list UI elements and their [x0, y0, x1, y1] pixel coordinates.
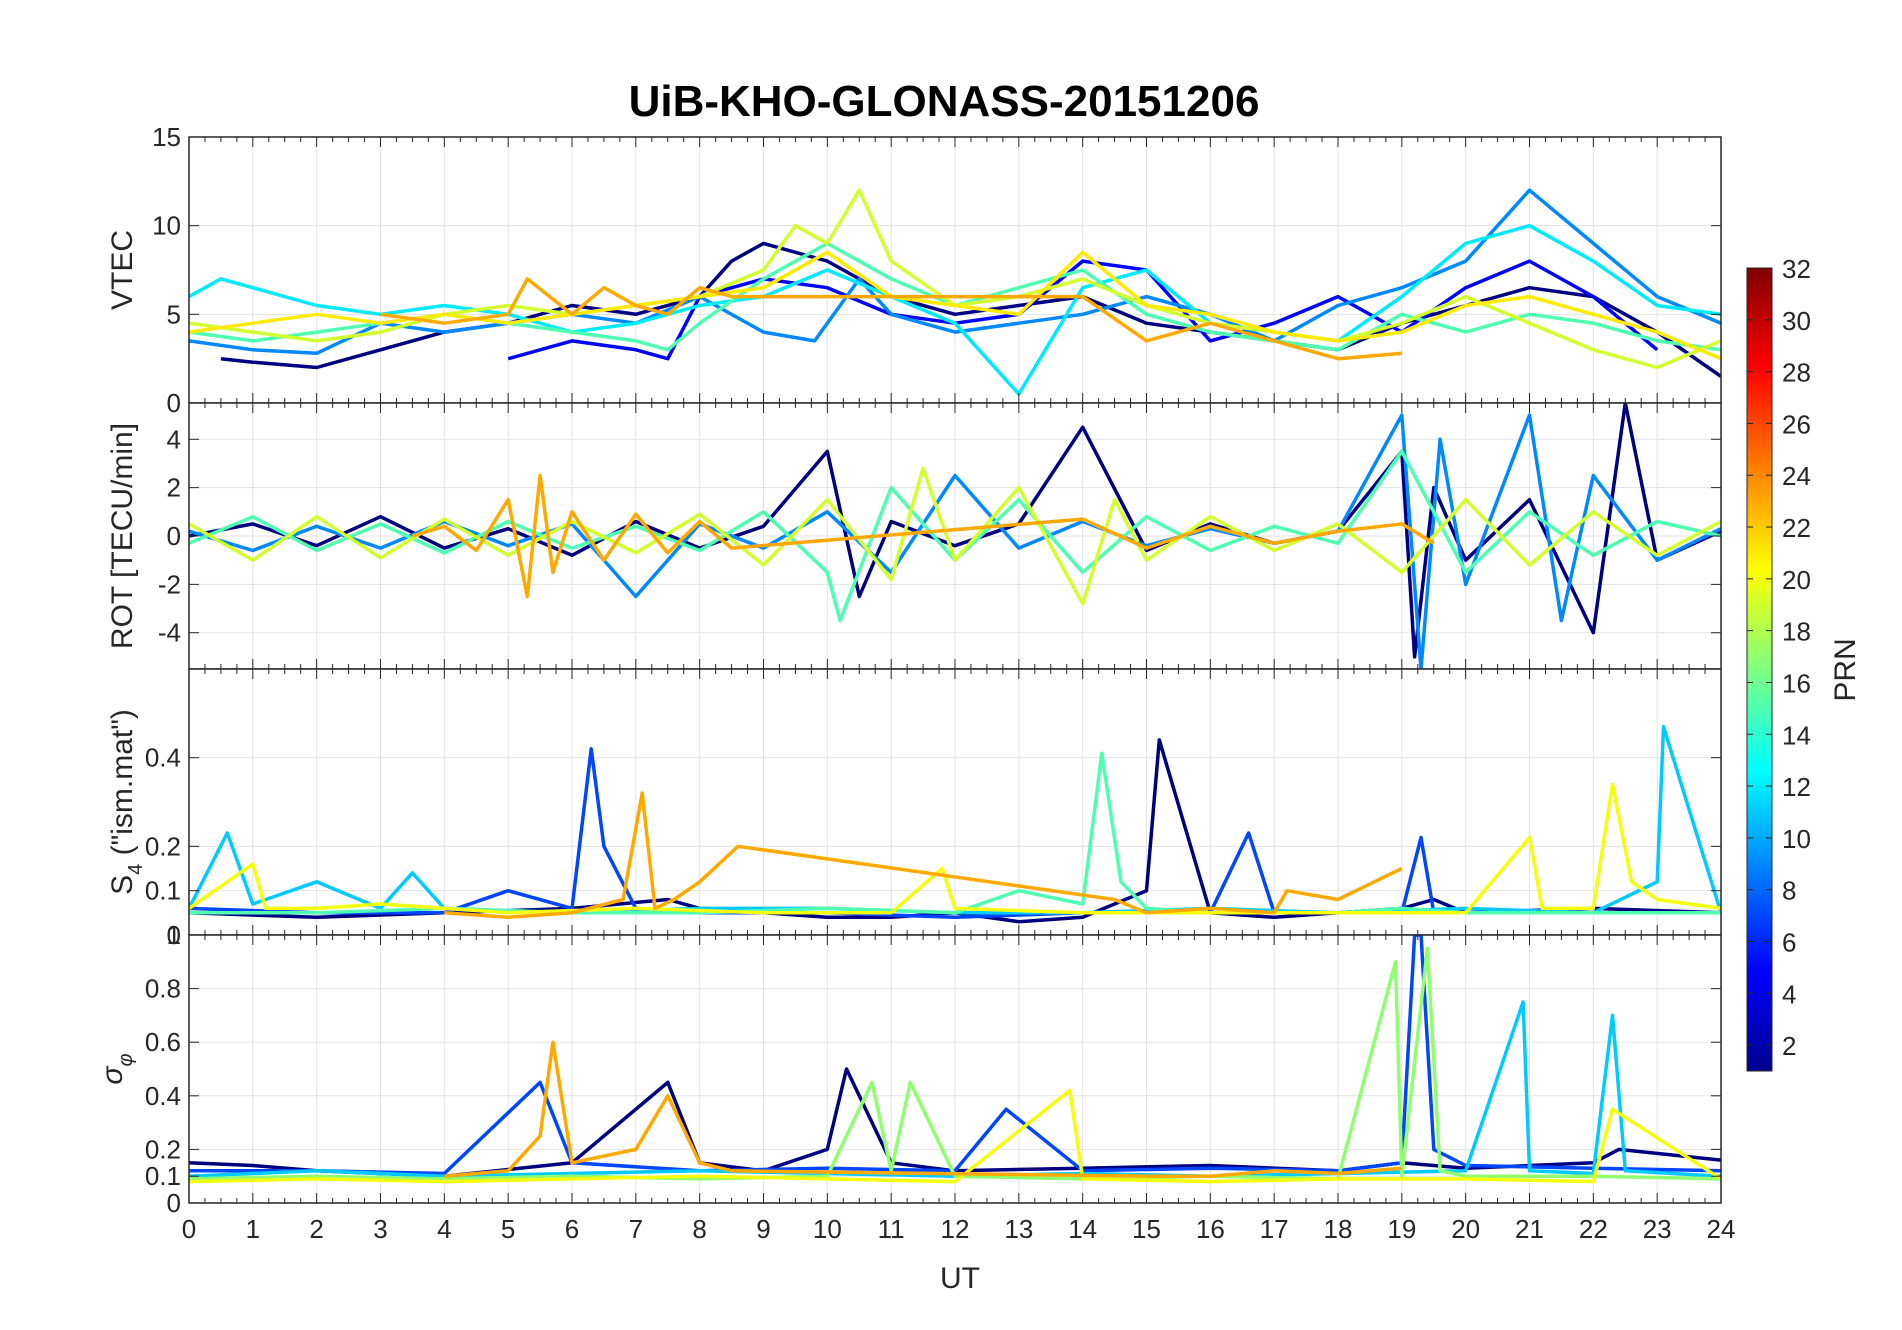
y-tick-label: 0	[167, 920, 181, 950]
colorbar-tick-label: 30	[1782, 306, 1811, 336]
series-line-prn-20	[189, 782, 1721, 915]
y-tick-label: 0.2	[145, 1134, 181, 1164]
y-tick-label: 0.2	[145, 831, 181, 861]
y-tick-label: 10	[152, 211, 181, 241]
panel-s4: 0 0.1 0.2 0.4S4 ("ism.mat")	[106, 668, 1722, 950]
y-axis-label: σφ	[96, 1053, 137, 1084]
y-tick-label: 4	[167, 424, 181, 454]
series-line-prn-12	[189, 223, 1721, 396]
chart-title: UiB-KHO-GLONASS-20151206	[629, 77, 1260, 126]
x-axis-label: UT	[940, 1262, 980, 1295]
x-tick-label: 10	[813, 1214, 842, 1244]
colorbar-gradient	[1746, 267, 1773, 1072]
panel-rot: -4 -2 0 2 4 ROT [TECU/min]	[106, 402, 1722, 670]
y-tick-label: -2	[158, 569, 181, 599]
y-tick-label: -4	[158, 618, 181, 648]
axes-box	[188, 934, 1722, 1204]
colorbar-tick-label: 6	[1782, 927, 1796, 957]
x-tick-label: 19	[1387, 1214, 1416, 1244]
colorbar-tick-label: 4	[1782, 979, 1796, 1009]
x-tick-label: 7	[629, 1214, 643, 1244]
series-line-prn-23	[444, 791, 1403, 920]
series-line-prn-19	[189, 466, 1721, 606]
colorbar-tick-label: 16	[1782, 668, 1811, 698]
x-tick-label: 12	[941, 1214, 970, 1244]
y-tick-label: 0.1	[145, 876, 181, 906]
x-tick-label: 24	[1707, 1214, 1736, 1244]
x-tick-label: 16	[1196, 1214, 1225, 1244]
panel-vtec: 0 5 10 15 VTEC	[106, 122, 1722, 418]
y-tick-label: 0.4	[145, 1081, 181, 1111]
x-tick-label: 5	[501, 1214, 515, 1244]
y-tick-label: 0	[167, 388, 181, 418]
x-tick-label: 13	[1004, 1214, 1033, 1244]
series-line-prn-20	[189, 1088, 1721, 1184]
x-tick-label: 1	[246, 1214, 260, 1244]
x-tick-labels: 0 1 2 3 4 5 6 7 8 9 10 11 12 13 14 15 16 17 18 19 20 21 22 23 24	[182, 1214, 1736, 1244]
y-tick-label: 0.6	[145, 1027, 181, 1057]
x-tick-label: 11	[878, 1214, 905, 1244]
colorbar-tick-label: 22	[1782, 513, 1811, 543]
colorbar-tick-label: 24	[1782, 461, 1811, 491]
series-line-prn-1	[189, 738, 1721, 924]
series-group	[189, 188, 1721, 396]
colorbar-tick-label: 18	[1782, 617, 1811, 647]
colorbar-label: PRN	[1829, 638, 1862, 701]
colorbar-tick-label: 28	[1782, 358, 1811, 388]
x-tick-label: 15	[1132, 1214, 1161, 1244]
x-tick-label: 6	[565, 1214, 579, 1244]
y-tick-label: 15	[152, 122, 181, 152]
colorbar-tick-label: 14	[1782, 720, 1811, 750]
series-line-prn-19	[189, 188, 1721, 370]
y-axis-label: S4 ("ism.mat")	[106, 709, 147, 895]
colorbar-tick-label: 20	[1782, 565, 1811, 595]
colorbar-tick-label: 12	[1782, 772, 1811, 802]
series-line-prn-9	[189, 188, 1721, 356]
x-tick-label: 3	[373, 1214, 387, 1244]
series-line-prn-23	[411, 473, 1435, 599]
y-tick-label: 0	[167, 521, 181, 551]
y-tick-label: 2	[167, 473, 181, 503]
y-tick-label: 0	[167, 1188, 181, 1218]
x-tick-label: 2	[309, 1214, 323, 1244]
x-tick-label: 9	[756, 1214, 770, 1244]
x-tick-label: 22	[1579, 1214, 1608, 1244]
y-tick-label: 0.1	[145, 1161, 181, 1191]
y-axis-label: VTEC	[106, 230, 139, 310]
y-tick-label: 0.8	[145, 974, 181, 1004]
series-line-prn-23	[380, 277, 1402, 361]
x-tick-label: 8	[692, 1214, 706, 1244]
colorbar-tick-label: 26	[1782, 409, 1811, 439]
colorbar-tick-label: 10	[1782, 824, 1811, 854]
series-group	[189, 403, 1721, 669]
series-line-prn-15	[189, 449, 1721, 623]
x-tick-label: 17	[1260, 1214, 1289, 1244]
series-line-prn-21	[189, 250, 1721, 361]
series-group	[189, 935, 1721, 1184]
series-group	[189, 724, 1721, 924]
x-tick-label: 0	[182, 1214, 196, 1244]
colorbar-tick-label: 32	[1782, 254, 1811, 284]
y-tick-label: 0.4	[145, 743, 181, 773]
colorbar-tick-label: 8	[1782, 876, 1796, 906]
colorbar-tick-label: 2	[1782, 1031, 1796, 1061]
series-line-prn-23	[444, 1040, 1402, 1178]
x-tick-label: 21	[1515, 1214, 1544, 1244]
y-tick-label: 5	[167, 299, 181, 329]
series-line-prn-7	[189, 747, 1721, 920]
x-tick-label: 23	[1643, 1214, 1672, 1244]
x-tick-label: 14	[1068, 1214, 1097, 1244]
x-tick-label: 18	[1324, 1214, 1353, 1244]
x-tick-label: 4	[437, 1214, 451, 1244]
x-tick-label: 20	[1451, 1214, 1480, 1244]
y-axis-label: ROT [TECU/min]	[106, 423, 139, 649]
y-tick-label-top: 1	[167, 920, 181, 950]
series-line-prn-17	[189, 946, 1721, 1181]
